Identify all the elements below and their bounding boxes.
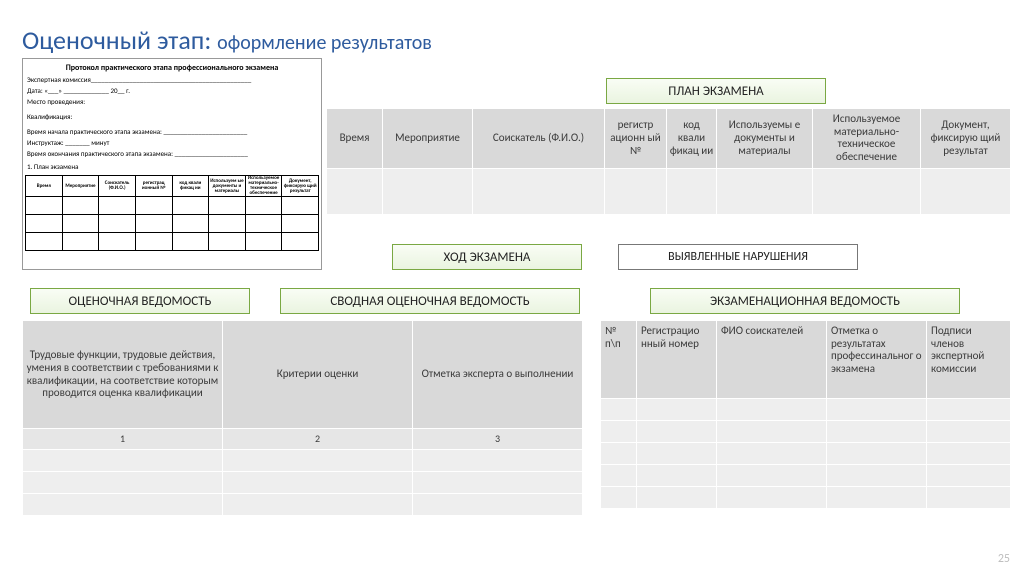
plan-col: Документ, фиксирую щий результат bbox=[921, 109, 1011, 169]
slide-title: Оценочный этап: оформление результатов bbox=[22, 24, 432, 56]
protocol-line: Время окончания практического этапа экза… bbox=[25, 149, 319, 158]
assess-col: Трудовые функции, трудовые действия, уме… bbox=[23, 321, 223, 429]
plan-col: Соискатель (Ф.И.О.) bbox=[473, 109, 605, 169]
protocol-line: Экспертная комиссия_____________________… bbox=[25, 75, 319, 84]
label-plan: ПЛАН ЭКЗАМЕНА bbox=[606, 78, 826, 104]
assess-col: Отметка эксперта о выполнении bbox=[413, 321, 583, 429]
assess-col: Критерии оценки bbox=[223, 321, 413, 429]
mini-col: Используем ые документы и материалы bbox=[209, 176, 246, 197]
label-ocen-vedomost: ОЦЕНОЧНАЯ ВЕДОМОСТЬ bbox=[30, 288, 250, 314]
mini-col: Используемое материально-техническое обе… bbox=[245, 176, 282, 197]
plan-col: регистр ационн ый № bbox=[605, 109, 667, 169]
title-main: Оценочный этап: bbox=[22, 24, 211, 56]
mini-col: регистрац ионный № bbox=[135, 176, 172, 197]
colnum: 2 bbox=[223, 429, 413, 450]
label-violations: ВЫЯВЛЕННЫЕ НАРУШЕНИЯ bbox=[618, 244, 858, 270]
exam-col: Отметка о результатах профессинальног о … bbox=[827, 321, 927, 399]
protocol-line: Время начала практического этапа экзамен… bbox=[25, 127, 319, 136]
plan-col: Время bbox=[327, 109, 383, 169]
mini-col: Время bbox=[26, 176, 63, 197]
exam-col: Подписи членов экспертной комиссии bbox=[927, 321, 1011, 399]
protocol-line: Инструктаж: _______ минут bbox=[25, 138, 319, 147]
protocol-line: 1. План экзамена bbox=[25, 162, 319, 171]
exam-table: № п\п Регистрацио нный номер ФИО соискат… bbox=[600, 320, 1011, 509]
protocol-line: Место проведения: bbox=[25, 97, 319, 106]
protocol-line: Квалификация: bbox=[25, 112, 319, 121]
plan-table: Время Мероприятие Соискатель (Ф.И.О.) ре… bbox=[326, 108, 1011, 215]
protocol-heading: Протокол практического этапа профессиона… bbox=[25, 63, 319, 73]
exam-col: ФИО соискателей bbox=[717, 321, 827, 399]
exam-col: № п\п bbox=[601, 321, 637, 399]
exam-col: Регистрацио нный номер bbox=[637, 321, 717, 399]
plan-col: Используемое материально-техническое обе… bbox=[813, 109, 921, 169]
mini-col: Соискатель (Ф.И.О.) bbox=[99, 176, 136, 197]
protocol-mini-table: Время Мероприятие Соискатель (Ф.И.О.) ре… bbox=[25, 175, 319, 251]
assessment-table: Трудовые функции, трудовые действия, уме… bbox=[22, 320, 583, 516]
label-hod: ХОД ЭКЗАМЕНА bbox=[392, 244, 582, 270]
mini-col: код квали фикац ии bbox=[172, 176, 209, 197]
label-exam-vedomost: ЭКЗАМЕНАЦИОННАЯ ВЕДОМОСТЬ bbox=[650, 288, 960, 314]
plan-col: Мероприятие bbox=[383, 109, 473, 169]
plan-col: код квали фикац ии bbox=[667, 109, 717, 169]
colnum: 3 bbox=[413, 429, 583, 450]
protocol-line: Дата: «___» _____________ 20__ г. bbox=[25, 86, 319, 95]
title-sub: оформление результатов bbox=[217, 31, 432, 55]
page-number: 25 bbox=[998, 552, 1010, 566]
label-svodnaya: СВОДНАЯ ОЦЕНОЧНАЯ ВЕДОМОСТЬ bbox=[280, 288, 580, 314]
mini-col: Мероприятие bbox=[62, 176, 99, 197]
colnum: 1 bbox=[23, 429, 223, 450]
mini-col: Документ, фиксирую щий результат bbox=[282, 176, 319, 197]
plan-col: Используемы е документы и материалы bbox=[717, 109, 813, 169]
protocol-thumbnail: Протокол практического этапа профессиона… bbox=[22, 58, 322, 270]
